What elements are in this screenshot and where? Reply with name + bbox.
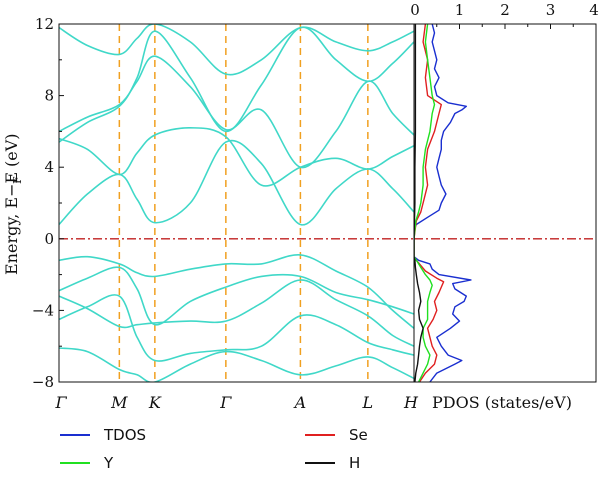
band-structure-panel: 12 8 4 0 −4 −8 Γ M K Γ A L H Energy, E−E F (eV)	[2, 15, 419, 412]
band-line	[59, 279, 414, 347]
band-line	[59, 254, 414, 329]
pdos-x-axis-label: PDOS (states/eV)	[432, 393, 572, 412]
pdos-x-tick-label: 1	[455, 1, 465, 19]
band-line	[59, 294, 414, 362]
band-line	[59, 24, 414, 76]
pdos-x-tick-label: 2	[500, 1, 510, 19]
band-line	[59, 126, 414, 187]
kpoint-label: A	[293, 393, 307, 412]
legend-label-se: Se	[349, 426, 368, 444]
kpoint-label: K	[148, 393, 162, 412]
kpoint-label: Γ	[219, 393, 232, 412]
kpoint-label: M	[110, 393, 128, 412]
pdos-x-tick-label: 3	[546, 1, 556, 19]
y-tick-label: −4	[32, 301, 54, 319]
pdos-x-tick-label: 0	[410, 1, 420, 19]
pdos-lines	[414, 24, 472, 382]
pdos-panel: 0 1 2 3 4 PDOS (states/eV)	[410, 1, 599, 412]
band-line	[59, 26, 414, 143]
y-axis-label-text: Energy, E−E	[2, 172, 21, 275]
band-panel-frame	[58, 23, 415, 383]
legend-label-tdos: TDOS	[103, 426, 146, 444]
band-line	[59, 139, 414, 226]
legend: TDOS Se Y H	[60, 426, 368, 472]
y-axis-ticks: 12 8 4 0 −4 −8	[32, 15, 64, 391]
legend-label-y: Y	[103, 454, 114, 472]
y-axis-label-subscript: F	[11, 176, 24, 184]
y-tick-label: 4	[44, 158, 54, 176]
y-tick-label: 0	[44, 230, 54, 248]
pdos-x-tick-label: 4	[589, 1, 599, 19]
kpoint-label: H	[403, 393, 419, 412]
y-tick-label: 12	[35, 15, 54, 33]
band-lines	[59, 24, 414, 382]
band-line	[59, 266, 414, 326]
pdos-line-y	[414, 24, 436, 382]
band-line	[59, 347, 414, 382]
pdos-x-axis-ticks: 0 1 2 3 4	[410, 1, 599, 29]
legend-label-h: H	[349, 454, 360, 472]
y-axis-label: Energy, E−E F (eV)	[2, 133, 24, 275]
kpoint-label: Γ	[54, 393, 67, 412]
y-tick-label: 8	[44, 87, 54, 105]
y-axis-label-unit: (eV)	[2, 133, 21, 167]
kpoint-label: L	[362, 393, 374, 412]
pdos-line-h	[414, 24, 424, 382]
y-tick-label: −8	[32, 373, 54, 391]
high-symmetry-lines	[118, 24, 369, 382]
pdos-line-tdos	[414, 24, 472, 382]
